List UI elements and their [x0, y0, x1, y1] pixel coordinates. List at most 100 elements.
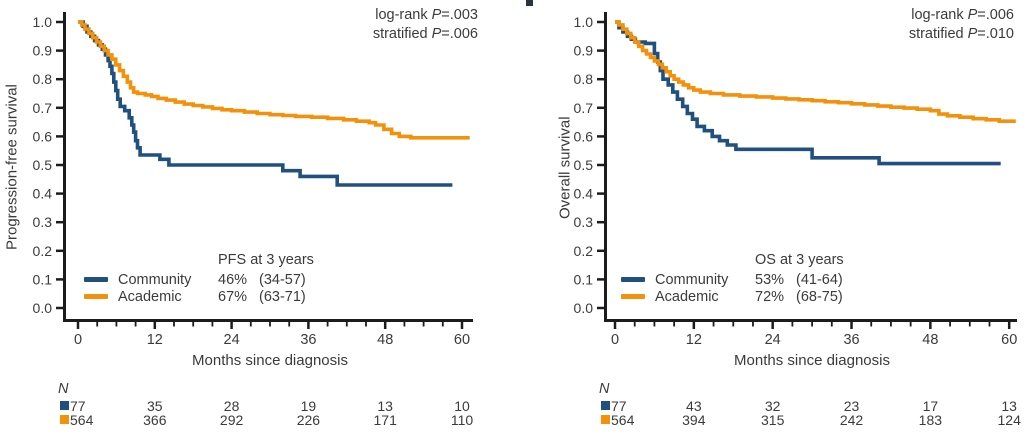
legend-title: OS at 3 years — [755, 252, 844, 268]
x-tick-label: 48 — [377, 332, 393, 348]
y-tick-label: 0.8 — [33, 71, 53, 87]
y-tick — [56, 249, 63, 253]
x-minor-tick — [403, 322, 406, 327]
y-tick-label: 0.9 — [33, 43, 53, 59]
x-minor-tick — [326, 322, 329, 327]
y-tick — [597, 20, 604, 24]
x-minor-tick — [909, 322, 912, 327]
y-tick-label: 0.3 — [33, 214, 53, 230]
x-minor-tick — [732, 322, 735, 327]
pfs-panel: 1.0 0.9 0.8 0.7 0.6 0.5 0.4 0.3 0.2 0.1 0.0 0 12 24 36… — [3, 6, 479, 427]
x-minor-tick — [890, 322, 892, 327]
x-tick — [230, 322, 233, 329]
x-tick-label: 12 — [686, 332, 702, 348]
os-y-axis-title: Overall survival — [556, 116, 574, 219]
community-line-swatch — [84, 277, 108, 282]
confidence-interval: (63-71) — [259, 288, 306, 305]
y-tick-label: 1.0 — [33, 14, 53, 30]
x-axis-spine — [63, 319, 473, 322]
y-tick — [597, 77, 604, 81]
x-minor-tick — [115, 322, 118, 327]
survival-estimate: 46% — [218, 271, 248, 288]
x-tick — [771, 322, 774, 329]
x-minor-tick — [712, 322, 715, 327]
confidence-interval: (41-64) — [796, 271, 843, 288]
pfs-plot-svg: 1.0 0.9 0.8 0.7 0.6 0.5 0.4 0.3 0.2 0.1 0.0 0 12 24 36… — [33, 12, 473, 348]
y-tick-label: 0.1 — [574, 271, 594, 287]
community-survival-curve — [615, 20, 1001, 166]
os-panel: 1.0 0.9 0.8 0.7 0.6 0.5 0.4 0.3 0.2 0.1 0.0 0 12 24 36… — [512, 0, 1024, 439]
legend-title: PFS at 3 years — [218, 252, 314, 268]
y-tick-label: 0.7 — [33, 100, 53, 116]
y-tick — [597, 135, 604, 138]
y-tick — [597, 192, 604, 195]
academic-survival-curve — [615, 20, 1016, 123]
x-minor-tick — [870, 322, 873, 327]
legend-label: Community — [655, 271, 729, 288]
stat-label: log-rank — [911, 7, 964, 23]
x-minor-tick — [791, 322, 794, 327]
x-tick — [692, 322, 696, 329]
x-minor-tick — [673, 322, 676, 327]
y-tick-label: 0.1 — [33, 271, 53, 287]
legend-label: Academic — [118, 288, 182, 305]
survival-estimate: 72% — [755, 288, 785, 305]
y-tick — [597, 249, 604, 253]
p-symbol: P — [967, 25, 978, 42]
y-tick-label: 0.9 — [574, 43, 594, 59]
x-minor-tick — [96, 322, 99, 327]
y-tick — [56, 192, 63, 195]
y-tick — [597, 106, 604, 110]
x-minor-tick — [211, 322, 214, 327]
x-minor-tick — [752, 322, 754, 327]
x-minor-tick — [365, 322, 367, 327]
x-tick-label: 24 — [765, 332, 781, 348]
stratified-p-value: stratified P=.006 — [373, 25, 478, 44]
x-tick — [460, 322, 464, 329]
y-tick — [56, 135, 63, 138]
x-minor-tick — [830, 322, 833, 327]
y-tick-label: 0.5 — [33, 157, 53, 173]
x-minor-tick — [288, 322, 291, 327]
stat-label: stratified — [908, 25, 964, 42]
x-minor-tick — [345, 322, 348, 327]
x-tick-label: 0 — [74, 332, 82, 348]
legend-row-academic: Academic 72% (68-75) — [621, 288, 844, 305]
y-tick — [56, 49, 63, 52]
os-stats-block: log-rank P=.006 stratified P=.010 — [909, 6, 1014, 43]
y-tick-label: 0.8 — [574, 71, 594, 87]
x-minor-tick — [968, 322, 971, 327]
x-tick — [929, 322, 932, 329]
stat-label: log-rank — [375, 7, 428, 23]
x-minor-tick — [192, 322, 195, 327]
p-symbol: P — [431, 25, 442, 42]
x-minor-tick — [653, 322, 656, 327]
pfs-x-axis-title: Months since diagnosis — [192, 352, 348, 369]
x-minor-tick — [988, 322, 991, 327]
x-tick-label: 60 — [1001, 332, 1017, 348]
legend-label: Academic — [655, 288, 719, 305]
x-minor-tick — [422, 322, 425, 327]
y-tick-label: 0.5 — [574, 157, 594, 173]
legend-row-academic: Academic 67% (63-71) — [84, 288, 314, 305]
survival-estimate: 67% — [218, 288, 248, 305]
academic-line-swatch — [84, 294, 108, 299]
legend-label: Community — [118, 271, 192, 288]
pfs-stats-block: log-rank P=.003 stratified P=.006 — [373, 6, 478, 43]
y-tick-label: 0.6 — [33, 128, 53, 144]
stratified-p-value: stratified P=.010 — [909, 25, 1014, 44]
legend-row-community: Community 46% (34-57) — [84, 271, 314, 288]
y-tick — [56, 106, 63, 110]
pfs-y-axis-title: Progression-free survival — [3, 84, 21, 251]
stat-value: =.006 — [441, 25, 478, 42]
x-tick-label: 60 — [454, 332, 470, 348]
logrank-p-value: log-rank P=.006 — [909, 6, 1014, 25]
os-legend: OS at 3 years Community 53% (41-64) Acad… — [621, 252, 844, 305]
x-tick-label: 36 — [843, 332, 859, 348]
y-axis-spine — [63, 12, 66, 322]
y-tick — [597, 220, 604, 224]
x-tick-label: 36 — [300, 332, 316, 348]
x-tick-label: 24 — [224, 332, 240, 348]
y-tick — [597, 278, 604, 281]
